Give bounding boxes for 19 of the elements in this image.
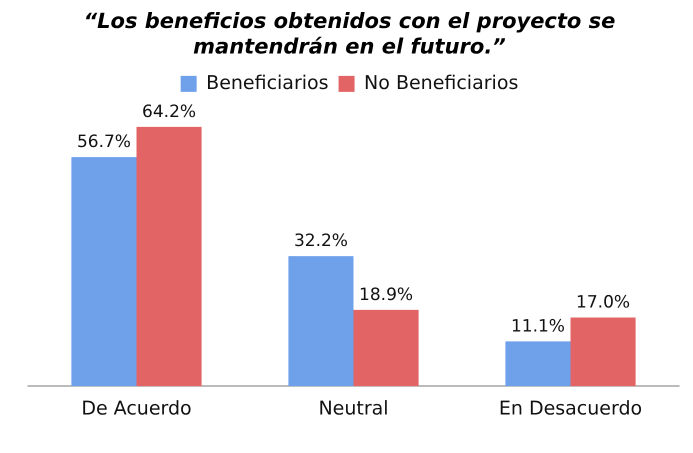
data-label: 56.7% [76, 132, 131, 152]
bar [288, 256, 354, 386]
legend-label: Beneficiarios [206, 72, 329, 94]
x-tick-label: En Desacuerdo [498, 398, 642, 420]
x-tick-label: De Acuerdo [81, 398, 192, 420]
legend-label: No Beneficiarios [364, 72, 518, 94]
bar [570, 318, 636, 386]
text: mantendrán en el futuro.” [193, 34, 506, 58]
data-label: 17.0% [576, 292, 630, 312]
bar [71, 157, 136, 386]
data-label: 18.9% [359, 284, 414, 305]
bar [136, 126, 202, 386]
data-label: 64.2% [142, 102, 196, 122]
x-tick-label: Neutral [318, 398, 389, 420]
bar [505, 341, 570, 386]
data-label: 32.2% [294, 231, 348, 252]
data-label: 11.1% [510, 316, 565, 336]
bar [354, 310, 419, 386]
text: “Los beneficios obtenidos con el proyecto se [84, 9, 616, 34]
